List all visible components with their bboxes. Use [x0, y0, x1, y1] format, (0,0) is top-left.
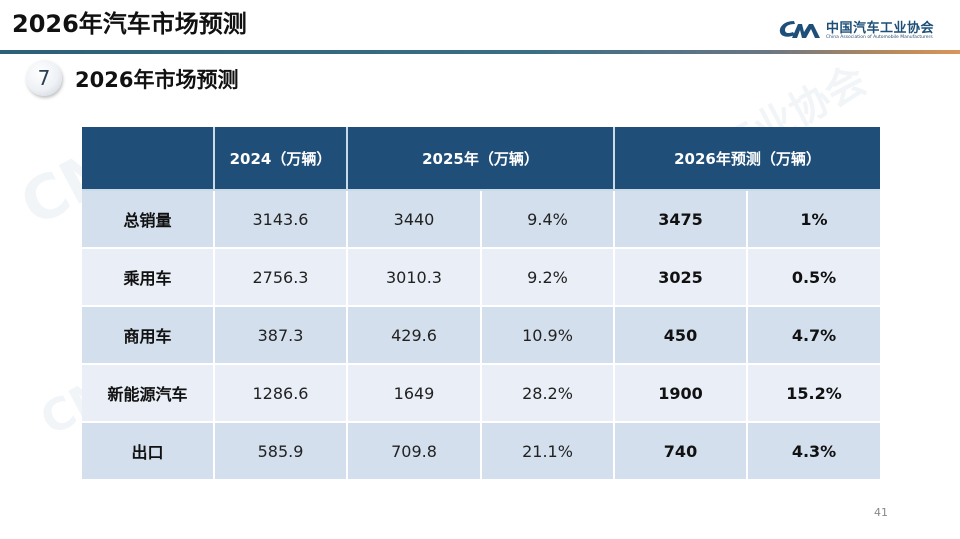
header-2026-forecast: 2026年预测（万辆） [613, 127, 880, 191]
market-forecast-table: 2024（万辆） 2025年（万辆） 2026年预测（万辆） 总销量 3143.… [82, 127, 880, 479]
row-label: 新能源汽车 [82, 363, 215, 423]
header-2024: 2024（万辆） [213, 127, 348, 191]
table-row: 出口 585.9 709.8 21.1% 740 4.3% [82, 421, 880, 479]
section-number: 7 [37, 66, 51, 90]
row-label: 总销量 [82, 189, 215, 249]
cell-2025: 709.8 [346, 421, 482, 479]
logo-name-en: China Association of Automobile Manufact… [826, 35, 933, 40]
section-title: 2026年市场预测 [75, 68, 239, 92]
row-label: 商用车 [82, 305, 215, 365]
row-label: 出口 [82, 421, 215, 479]
cell-2025-growth: 9.2% [480, 247, 615, 307]
cell-2025: 3010.3 [346, 247, 482, 307]
cell-2025-growth: 21.1% [480, 421, 615, 479]
cell-2026-growth: 15.2% [746, 363, 880, 423]
cell-2026: 450 [613, 305, 748, 365]
header-2025: 2025年（万辆） [346, 127, 615, 191]
cell-2024: 1286.6 [213, 363, 348, 423]
caam-logo-icon [779, 21, 820, 38]
cell-2025: 3440 [346, 189, 482, 249]
cell-2026: 740 [613, 421, 748, 479]
cell-2026-growth: 1% [746, 189, 880, 249]
cell-2026: 3025 [613, 247, 748, 307]
cell-2025: 1649 [346, 363, 482, 423]
cell-2024: 3143.6 [213, 189, 348, 249]
cell-2025-growth: 28.2% [480, 363, 615, 423]
cell-2025: 429.6 [346, 305, 482, 365]
page-number: 41 [874, 506, 888, 519]
cell-2025-growth: 9.4% [480, 189, 615, 249]
cell-2024: 387.3 [213, 305, 348, 365]
logo: 中国汽车工业协会 China Association of Automobile… [778, 16, 953, 44]
cell-2026: 1900 [613, 363, 748, 423]
section-number-badge: 7 [26, 60, 62, 96]
slide-title: 2026年汽车市场预测 [12, 10, 247, 38]
header-divider [0, 50, 960, 54]
logo-name-cn: 中国汽车工业协会 [826, 21, 935, 36]
table-header-row: 2024（万辆） 2025年（万辆） 2026年预测（万辆） [82, 127, 880, 191]
cell-2026-growth: 0.5% [746, 247, 880, 307]
row-label: 乘用车 [82, 247, 215, 307]
table-row: 新能源汽车 1286.6 1649 28.2% 1900 15.2% [82, 363, 880, 423]
table-row: 商用车 387.3 429.6 10.9% 450 4.7% [82, 305, 880, 365]
cell-2024: 585.9 [213, 421, 348, 479]
cell-2026-growth: 4.3% [746, 421, 880, 479]
cell-2026: 3475 [613, 189, 748, 249]
cell-2026-growth: 4.7% [746, 305, 880, 365]
cell-2024: 2756.3 [213, 247, 348, 307]
table-row: 乘用车 2756.3 3010.3 9.2% 3025 0.5% [82, 247, 880, 307]
cell-2025-growth: 10.9% [480, 305, 615, 365]
table-row: 总销量 3143.6 3440 9.4% 3475 1% [82, 189, 880, 249]
header-empty [82, 127, 215, 191]
